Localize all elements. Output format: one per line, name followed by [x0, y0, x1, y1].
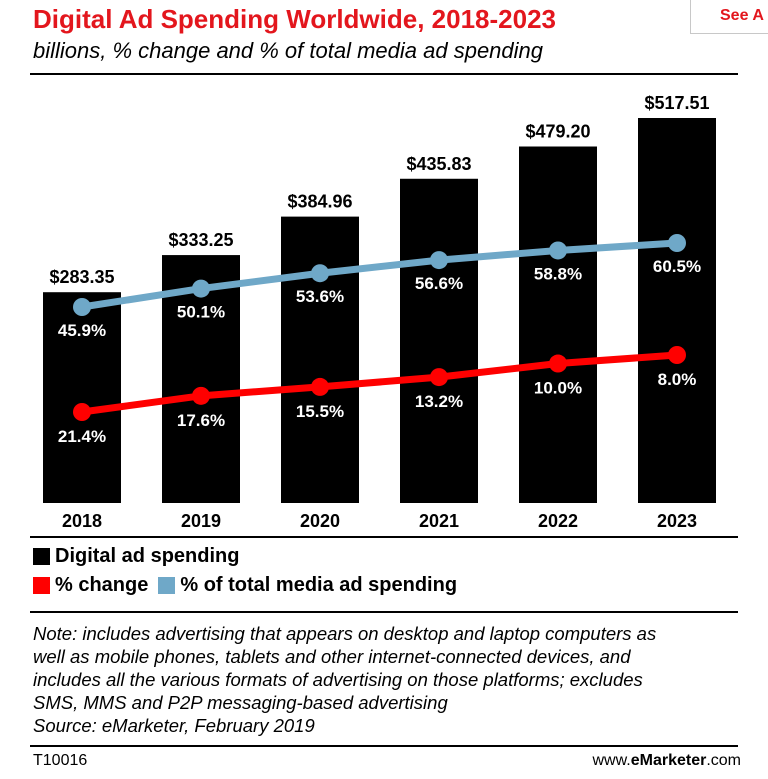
bar-value-label: $283.35	[49, 267, 114, 287]
site-suffix: .com	[706, 752, 741, 769]
pct-total-label: 56.6%	[415, 274, 463, 293]
note-line: SMS, MMS and P2P messaging-based adverti…	[33, 692, 448, 713]
x-tick-label: 2018	[62, 511, 102, 531]
chart-note: Note: includes advertising that appears …	[33, 622, 748, 737]
pct-total-point	[668, 234, 686, 252]
top-rule	[30, 73, 738, 75]
bar	[43, 292, 121, 503]
bar-value-label: $435.83	[406, 154, 471, 174]
bar	[638, 118, 716, 503]
legend-label-digital-ad-spending: Digital ad spending	[55, 544, 240, 567]
x-tick-label: 2022	[538, 511, 578, 531]
chart-title: Digital Ad Spending Worldwide, 2018-2023	[33, 4, 556, 34]
note-line: well as mobile phones, tablets and other…	[33, 646, 631, 667]
pct-total-point	[549, 241, 567, 260]
legend-swatch-pct-total	[158, 576, 176, 594]
pct-total-line	[78, 239, 681, 311]
bar-value-label: $333.25	[168, 230, 233, 250]
pct-change-label: 10.0%	[534, 379, 582, 398]
x-tick-label: 2020	[300, 511, 340, 531]
pct-change-point	[668, 346, 686, 364]
footer-rule	[30, 745, 738, 747]
axis-rule	[30, 536, 738, 538]
see-all-button[interactable]: See A	[690, 0, 768, 34]
legend-label-pct-change: % change	[55, 573, 149, 596]
x-tick-label: 2019	[181, 511, 221, 531]
legend-label-pct-total: % of total media ad spending	[180, 573, 458, 596]
see-all-label: See A	[720, 7, 764, 24]
bar-value-label: $384.96	[287, 192, 352, 212]
note-rule	[30, 611, 738, 613]
pct-total-label: 50.1%	[177, 303, 225, 322]
chart-subtitle: billions, % change and % of total media …	[33, 38, 544, 63]
chart-area: $283.35 $333.25 $384.96 $435.83 $479.20 $517.…	[43, 93, 716, 531]
pct-total-label: 58.8%	[534, 264, 582, 283]
bar-value-label: $517.51	[644, 93, 709, 113]
pct-total-point	[430, 251, 448, 270]
bar	[400, 178, 478, 503]
legend-swatch-pct-change	[33, 576, 50, 594]
pct-change-label: 13.2%	[415, 392, 463, 411]
pct-change-label: 21.4%	[58, 427, 106, 446]
pct-total-point	[73, 298, 91, 316]
table-id: T10016	[33, 752, 88, 769]
pct-total-label: 60.5%	[653, 257, 701, 276]
pct-total-label: 53.6%	[296, 287, 344, 306]
bar	[281, 216, 359, 503]
pct-change-point	[549, 354, 567, 373]
pct-change-point	[192, 386, 210, 405]
pct-total-label: 45.9%	[58, 321, 106, 340]
note-line: includes all the various formats of adve…	[33, 669, 643, 690]
pct-change-point	[311, 377, 329, 396]
pct-change-label: 15.5%	[296, 402, 344, 421]
pct-change-point	[430, 368, 448, 387]
site-prefix: www.	[592, 752, 631, 769]
x-tick-label: 2021	[419, 511, 459, 531]
legend-row-1: Digital ad spending	[33, 544, 249, 568]
site-link[interactable]: www.eMarketer.com	[592, 752, 741, 770]
pct-change-label: 8.0%	[658, 370, 697, 389]
pct-change-line	[78, 351, 681, 416]
pct-total-point	[192, 279, 210, 298]
pct-change-point	[73, 403, 91, 421]
pct-total-point	[311, 264, 329, 283]
x-tick-label: 2023	[657, 511, 697, 531]
legend-swatch-digital-ad-spending	[33, 547, 50, 565]
legend-row-2: % change % of total media ad spending	[33, 573, 467, 597]
bar	[519, 146, 597, 503]
site-brand: eMarketer	[630, 752, 707, 769]
bar-value-label: $479.20	[525, 122, 590, 142]
note-line: Note: includes advertising that appears …	[33, 623, 657, 644]
source-line: Source: eMarketer, February 2019	[33, 715, 315, 736]
pct-change-label: 17.6%	[177, 411, 225, 430]
